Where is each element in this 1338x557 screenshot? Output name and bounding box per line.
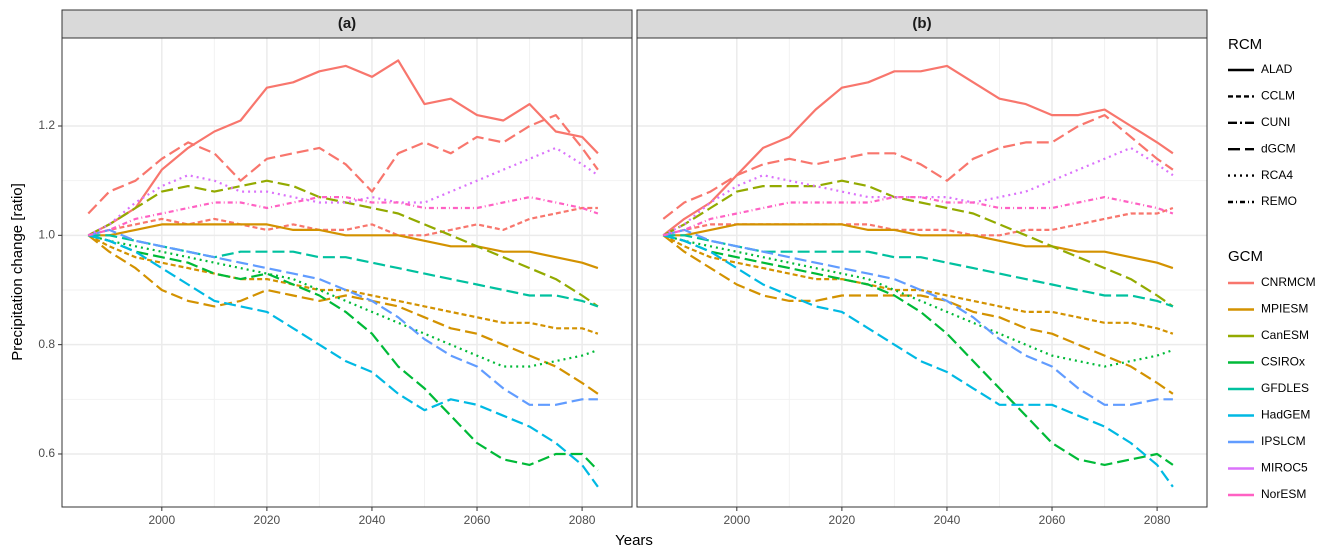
- series-line: [88, 234, 599, 308]
- x-tick-label: 2000: [723, 513, 750, 527]
- legend-title: RCM: [1228, 36, 1262, 53]
- legend-label: NorESM: [1261, 487, 1306, 501]
- series-line: [88, 234, 599, 488]
- y-axis-label: Precipitation change [ratio]: [9, 183, 26, 361]
- legend-label: MPIESM: [1261, 302, 1308, 316]
- y-tick-label: 0.6: [38, 446, 55, 460]
- series-line: [663, 234, 1174, 488]
- legend-label: HadGEM: [1261, 408, 1310, 422]
- series-line: [663, 234, 1174, 368]
- series-line: [663, 223, 1174, 270]
- x-tick-label: 2020: [254, 513, 281, 527]
- legend-title: GCM: [1228, 248, 1263, 265]
- legend-label: ALAD: [1261, 62, 1293, 76]
- series-line: [662, 179, 1174, 308]
- x-tick-label: 2040: [934, 513, 961, 527]
- series-line: [663, 234, 1174, 466]
- series-line: [662, 146, 1174, 237]
- x-tick-label: 2060: [1039, 513, 1066, 527]
- panel: [637, 38, 1207, 507]
- series-line: [88, 234, 599, 368]
- series-line: [88, 196, 599, 237]
- panel-border: [636, 37, 1208, 508]
- series-line: [662, 234, 1174, 395]
- series-line: [88, 234, 599, 472]
- y-tick-label: 1.2: [38, 118, 55, 132]
- x-axis-label: Years: [615, 532, 653, 549]
- x-tick-label: 2000: [148, 513, 175, 527]
- series-line: [88, 228, 598, 406]
- series-line: [87, 146, 599, 237]
- series-line: [87, 114, 599, 215]
- legend-label: IPSLCM: [1261, 434, 1306, 448]
- series-line: [663, 234, 1174, 308]
- series-line: [88, 206, 598, 237]
- series-line: [663, 196, 1174, 237]
- legend-label: CUNI: [1261, 115, 1290, 129]
- legend-label: CCLM: [1261, 89, 1295, 103]
- panel-title: (a): [338, 15, 356, 32]
- series-line: [662, 64, 1174, 237]
- strip: [61, 9, 633, 39]
- panel-border: [61, 37, 633, 508]
- legend-label: MIROC5: [1261, 461, 1308, 475]
- x-tick-label: 2080: [569, 513, 596, 527]
- series-line: [87, 234, 599, 395]
- legend-label: dGCM: [1261, 141, 1296, 155]
- series-line: [87, 179, 599, 308]
- x-tick-label: 2020: [829, 513, 856, 527]
- strip: [636, 9, 1208, 39]
- legend-label: RCA4: [1261, 168, 1293, 182]
- legend-label: REMO: [1261, 194, 1297, 208]
- x-tick-label: 2040: [359, 513, 386, 527]
- panel: [62, 38, 632, 507]
- series-line: [663, 228, 1173, 406]
- y-tick-label: 1.0: [38, 228, 55, 242]
- legend-label: CNRMCM: [1261, 275, 1316, 289]
- legend-label: CanESM: [1261, 328, 1309, 342]
- series-line: [662, 114, 1174, 220]
- series-line: [87, 59, 599, 237]
- y-tick-label: 0.8: [38, 337, 55, 351]
- panel-title: (b): [912, 15, 931, 32]
- x-tick-label: 2080: [1144, 513, 1171, 527]
- legend-label: GFDLES: [1261, 381, 1309, 395]
- x-tick-label: 2060: [464, 513, 491, 527]
- series-line: [88, 223, 599, 270]
- legend-label: CSIROx: [1261, 355, 1305, 369]
